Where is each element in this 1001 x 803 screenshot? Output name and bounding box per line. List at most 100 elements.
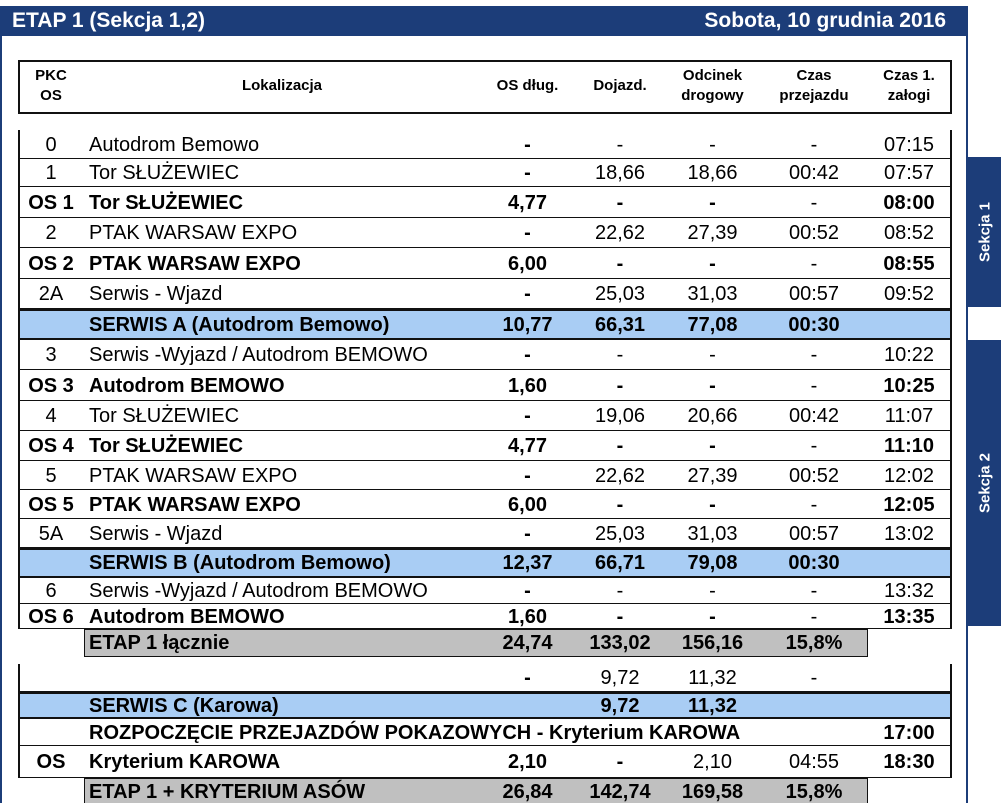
service-row-bg (18, 692, 952, 719)
row-border (18, 578, 952, 604)
row-border (18, 431, 952, 461)
row-border (18, 340, 952, 370)
table-cell: 22,62 (594, 464, 646, 487)
row-border (18, 248, 952, 279)
table-cell: - (709, 133, 716, 156)
table-cell: - (524, 580, 531, 602)
side-tab: Sekcja 2 (968, 340, 1001, 626)
table-cell: 133,02 (589, 632, 651, 654)
table-cell: - (524, 283, 531, 305)
table-cell: - (616, 191, 624, 214)
table-cell: 18,66 (687, 162, 738, 184)
table-cell: 12,37 (502, 552, 553, 574)
table-cell: - (810, 493, 818, 516)
table-cell: 07:15 (883, 133, 935, 156)
table-cell: - (810, 580, 818, 602)
column-header: Odcinek drogowy (681, 67, 744, 104)
table-cell: 2 (45, 222, 57, 244)
row-border (18, 401, 952, 431)
table-cell: 10:25 (883, 374, 935, 397)
table-cell: 2,10 (693, 751, 732, 773)
table-cell: 00:42 (788, 162, 840, 184)
table-cell: 2,10 (508, 751, 547, 773)
table-cell: 4,77 (508, 191, 547, 214)
table-cell: - (709, 493, 716, 516)
table-cell: 26,84 (502, 781, 553, 803)
frame-left (0, 36, 2, 803)
table-cell: PTAK WARSAW EXPO (89, 252, 301, 275)
table-cell: 11:07 (884, 405, 934, 427)
row-border (18, 490, 952, 519)
table-cell: Autodrom Bemowo (89, 133, 260, 156)
table-cell: 11:10 (883, 435, 935, 457)
table-cell: OS 1 (28, 191, 74, 214)
row-border (18, 218, 952, 248)
table-cell: OS 3 (28, 374, 74, 397)
table-cell: - (616, 580, 624, 602)
table-cell: - (810, 344, 818, 366)
table-cell: - (524, 162, 531, 184)
table-cell: - (524, 344, 531, 366)
table-cell: SERWIS C (Karowa) (89, 694, 279, 717)
table-cell: 77,08 (687, 313, 738, 336)
table-cell: - (709, 435, 716, 457)
table-cell: OS 4 (28, 435, 74, 457)
table-cell: - (709, 374, 716, 397)
table-cell: 00:52 (788, 464, 840, 487)
table-cell: - (810, 605, 818, 628)
table-cell: - (616, 252, 624, 275)
table-cell: Tor SŁUŻEWIEC (89, 191, 244, 214)
row-border (18, 719, 952, 746)
table-cell: ETAP 1 łącznie (89, 632, 230, 654)
table-cell: - (709, 191, 716, 214)
table-cell: 00:57 (788, 283, 840, 305)
table-cell: 00:30 (788, 313, 840, 336)
table-cell: 20,66 (687, 405, 738, 427)
row-border (18, 130, 952, 159)
table-cell: ROZPOCZĘCIE PRZEJAZDÓW POKAZOWYCH - Kryt… (89, 721, 741, 744)
table-cell: 1 (45, 162, 57, 184)
table-cell: ETAP 1 + KRYTERIUM ASÓW (89, 781, 366, 803)
table-cell: 22,62 (594, 222, 646, 244)
table-cell: 11,32 (688, 694, 737, 717)
column-header-box (18, 60, 952, 114)
table-cell: Autodrom BEMOWO (89, 374, 285, 397)
table-cell: Serwis - Wjazd (89, 522, 223, 545)
row-border (18, 519, 952, 548)
column-header: Czas przejazdu (779, 67, 849, 104)
table-cell: 9,72 (600, 694, 640, 717)
table-cell: 25,03 (594, 283, 646, 305)
table-cell: 10,77 (502, 313, 553, 336)
table-cell: 12:05 (883, 493, 935, 516)
table-cell: 09:52 (883, 283, 935, 305)
table-cell: 66,71 (594, 552, 646, 574)
table-cell: Serwis -Wyjazd / Autodrom BEMOWO (89, 344, 428, 366)
table-cell: 11,32 (688, 667, 737, 689)
total-row-bg (84, 629, 868, 657)
table-cell: Tor SŁUŻEWIEC (89, 405, 240, 427)
table-cell: Tor SŁUŻEWIEC (89, 435, 244, 457)
table-cell: - (709, 605, 716, 628)
table-cell: 9,72 (600, 667, 640, 689)
table-cell: 08:52 (883, 222, 935, 244)
table-cell: 5 (45, 464, 57, 487)
table-cell: - (709, 344, 716, 366)
row-border (18, 664, 952, 692)
table-cell: OS 2 (28, 252, 74, 275)
table-cell: PTAK WARSAW EXPO (89, 222, 298, 244)
table-cell: 07:57 (883, 162, 935, 184)
table-cell: 19,06 (594, 405, 646, 427)
table-cell: 1,60 (508, 374, 547, 397)
table-cell: - (524, 405, 531, 427)
row-border (18, 604, 952, 629)
table-cell: 4 (45, 405, 57, 427)
table-cell: 156,16 (681, 632, 744, 654)
table-cell: 15,8% (785, 632, 843, 654)
table-cell: 66,31 (594, 313, 646, 336)
table-cell: 6,00 (508, 493, 547, 516)
table-cell: 17:00 (883, 721, 935, 744)
table-cell: - (616, 133, 624, 156)
frame-right (966, 36, 968, 803)
table-cell: 169,58 (681, 781, 744, 803)
header-bar: ETAP 1 (Sekcja 1,2) Sobota, 10 grudnia 2… (0, 6, 968, 36)
